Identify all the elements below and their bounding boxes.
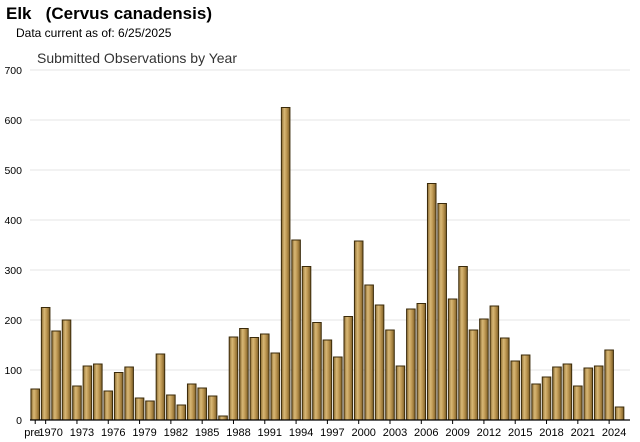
bar-2019 (552, 366, 562, 421)
bar-2010 (458, 266, 468, 421)
x-tick-label: 2012 (477, 427, 501, 439)
bar-2006 (416, 303, 427, 421)
x-tick-label: 2018 (539, 427, 563, 439)
x-tick-label: 2006 (414, 427, 438, 439)
bar-1997 (322, 339, 333, 421)
y-tick-label: 300 (4, 265, 22, 277)
bar-2017 (531, 383, 541, 421)
bar-2018 (541, 376, 552, 421)
bar-2023 (593, 365, 604, 421)
y-tick-label: 600 (4, 115, 22, 127)
bar-1970 (40, 307, 51, 421)
bar-1975 (93, 363, 103, 421)
bar-1994 (291, 239, 301, 421)
bar-2013 (489, 305, 500, 421)
bar-1974 (82, 365, 93, 421)
x-tick-label: 2015 (508, 427, 532, 439)
bar-1983 (176, 404, 187, 421)
x-tick-label: 1994 (289, 427, 313, 439)
bar-1992 (270, 352, 280, 421)
bar-2015 (510, 360, 520, 421)
bar-2008 (437, 203, 447, 421)
y-tick-label: 400 (4, 215, 22, 227)
bar-1999 (343, 316, 354, 421)
bar-2020 (562, 363, 573, 421)
bar-1989 (239, 328, 249, 421)
x-tick-label: 2009 (445, 427, 469, 439)
bars (30, 107, 625, 421)
bar-2016 (520, 354, 531, 421)
x-tick-label: 1982 (164, 427, 188, 439)
bar-2003 (385, 329, 395, 421)
bar-1973 (72, 385, 82, 421)
bar-1985 (197, 387, 207, 421)
y-tick-label: 200 (4, 315, 22, 327)
bar-1988 (228, 336, 239, 421)
bar-1980 (145, 400, 155, 421)
y-axis-tick-labels: 0 100 200 300 400 500 600 700 (4, 65, 22, 427)
bar-1990 (249, 337, 260, 421)
bar-2012 (479, 318, 489, 421)
bar-1979 (134, 397, 145, 421)
x-tick-label: 1976 (101, 427, 125, 439)
y-tick-label: 700 (4, 65, 22, 77)
bar-1982 (166, 394, 176, 421)
bar-1996 (312, 322, 322, 421)
bar-2021 (573, 385, 583, 421)
bar-1998 (333, 356, 343, 421)
x-tick-label: 2003 (383, 427, 407, 439)
bar-1993 (280, 107, 291, 421)
x-tick-label: 1988 (226, 427, 250, 439)
bar-1977 (113, 372, 124, 421)
x-tick-label: 1979 (132, 427, 156, 439)
bar-1971 (51, 330, 61, 421)
bar-2007 (426, 183, 437, 421)
bar-1995 (301, 266, 312, 421)
y-tick-label: 0 (16, 415, 22, 427)
bar-2009 (447, 298, 458, 421)
x-tick-label: 1970 (38, 427, 62, 439)
bar-2000 (353, 240, 364, 421)
bar-1991 (260, 333, 270, 421)
x-tick-label: 2021 (571, 427, 595, 439)
x-tick-label: 1985 (195, 427, 219, 439)
chart-title: Submitted Observations by Year (37, 50, 238, 66)
x-tick-label: 1973 (70, 427, 94, 439)
page-title: Elk (Cervus canadensis) (6, 4, 212, 23)
y-tick-label: 500 (4, 165, 22, 177)
x-tick-label: pre (24, 427, 40, 439)
bar-pre (30, 388, 40, 421)
x-tick-label: 2024 (602, 427, 626, 439)
bar-2025 (614, 406, 625, 421)
bar-2022 (583, 367, 594, 421)
x-tick-label: 1997 (320, 427, 344, 439)
bar-1981 (155, 353, 166, 421)
bar-1972 (61, 319, 72, 421)
y-tick-label: 100 (4, 365, 22, 377)
bar-1986 (207, 395, 218, 421)
bar-2002 (374, 304, 385, 421)
bar-2001 (364, 284, 374, 421)
bar-2004 (395, 365, 406, 421)
bar-2005 (406, 308, 416, 421)
bar-1984 (186, 383, 197, 421)
bar-1976 (103, 390, 114, 421)
bar-2011 (468, 329, 479, 421)
x-tick-label: 2000 (351, 427, 375, 439)
bar-1978 (124, 366, 134, 421)
data-current-date: Data current as of: 6/25/2025 (16, 26, 172, 40)
bar-2024 (604, 349, 614, 421)
x-tick-label: 1991 (258, 427, 282, 439)
bar-2014 (500, 337, 510, 421)
